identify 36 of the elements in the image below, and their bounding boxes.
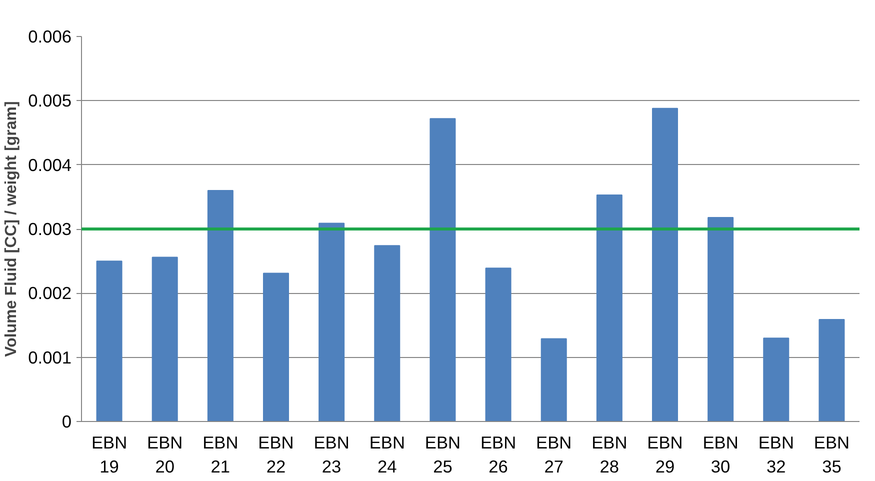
x-tick-label: EBN 19 [91,432,128,476]
bar [374,245,400,422]
bar [96,260,122,422]
bar [596,194,622,422]
x-tick-label: EBN 28 [592,432,628,476]
y-tick-label: 0.003 [28,219,72,239]
y-tick-label: 0.006 [28,26,72,46]
bar [763,338,790,422]
bar [318,222,345,422]
bar [207,190,234,422]
y-tick-label: 0.001 [28,347,72,368]
bar [430,118,456,422]
bar [652,108,678,422]
x-tick-label: EBN 24 [369,432,405,476]
bar [262,272,290,422]
y-tick-label: 0 [62,412,72,432]
bar [818,318,845,422]
x-tick-label: EBN 22 [258,432,294,476]
x-tick-label: EBN 27 [536,432,572,476]
x-tick-label: EBN 23 [314,432,350,476]
x-tick-label: EBN 30 [702,432,738,476]
bar [152,256,178,422]
bar [485,268,512,422]
x-tick-label: EBN 21 [202,432,238,476]
y-tick-label: 0.002 [28,283,72,304]
bar [540,338,567,422]
x-tick-label: EBN 26 [480,432,516,476]
bar [708,216,734,422]
x-tick-label: EBN 20 [147,432,183,476]
y-axis-title: Volume Fluid [CC] / weight [gram] [3,101,20,357]
x-tick-label: EBN 29 [647,432,683,476]
x-tick-label: EBN 35 [814,432,850,476]
x-tick-label: EBN 32 [758,432,794,476]
y-tick-label: 0.005 [28,90,72,111]
y-tick-label: 0.004 [28,154,72,175]
x-tick-label: EBN 25 [424,432,461,476]
